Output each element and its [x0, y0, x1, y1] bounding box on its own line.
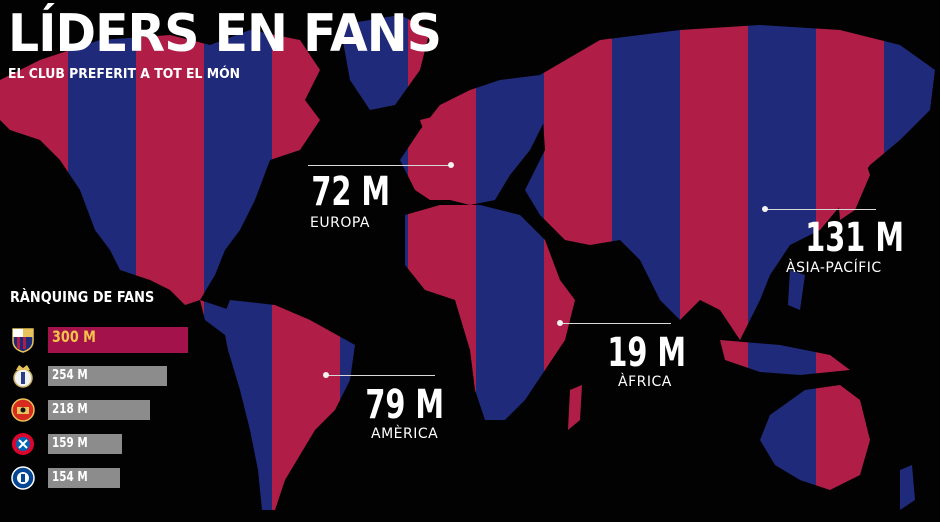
asia-value: 131 M — [805, 215, 905, 261]
europa-value: 72 M — [311, 169, 391, 215]
fc-barcelona-crest-icon — [12, 328, 34, 353]
ranking-bar: 159 M — [48, 434, 122, 454]
america-leader-line — [327, 375, 435, 376]
africa-value: 19 M — [607, 330, 687, 376]
europa-label: EUROPA — [310, 215, 370, 231]
real-madrid-crest-icon — [13, 365, 33, 388]
europa-leader-line — [308, 165, 451, 166]
ranking-value: 254 M — [52, 368, 88, 383]
chelsea-crest-icon — [11, 466, 35, 490]
asia-leader-line — [766, 209, 876, 210]
manchester-united-crest-icon — [11, 398, 35, 422]
page-subtitle: EL CLUB PREFERIT A TOT EL MÓN — [8, 66, 241, 82]
ranking-bar: 154 M — [48, 468, 120, 488]
america-value: 79 M — [365, 382, 445, 428]
ranking-value: 300 M — [52, 327, 96, 346]
ranking-value: 159 M — [52, 436, 88, 451]
page-title: LÍDERS EN FANS — [8, 4, 442, 64]
ranking-value: 218 M — [52, 402, 88, 417]
africa-leader-line — [561, 323, 671, 324]
america-label: AMÈRICA — [371, 426, 439, 442]
asia-label: ÀSIA-PACÍFIC — [786, 260, 882, 276]
america-marker — [323, 372, 329, 378]
africa-label: ÀFRICA — [618, 374, 672, 390]
ranking-bar: 254 M — [48, 366, 167, 386]
africa-marker — [557, 320, 563, 326]
europa-marker — [448, 162, 454, 168]
ranking-value: 154 M — [52, 470, 88, 485]
bayern-munich-crest-icon — [12, 433, 34, 455]
ranking-bar: 218 M — [48, 400, 150, 420]
ranking-title: RÀNQUING DE FANS — [10, 288, 155, 306]
ranking-bar: 300 M — [48, 327, 188, 353]
asia-marker — [762, 206, 768, 212]
